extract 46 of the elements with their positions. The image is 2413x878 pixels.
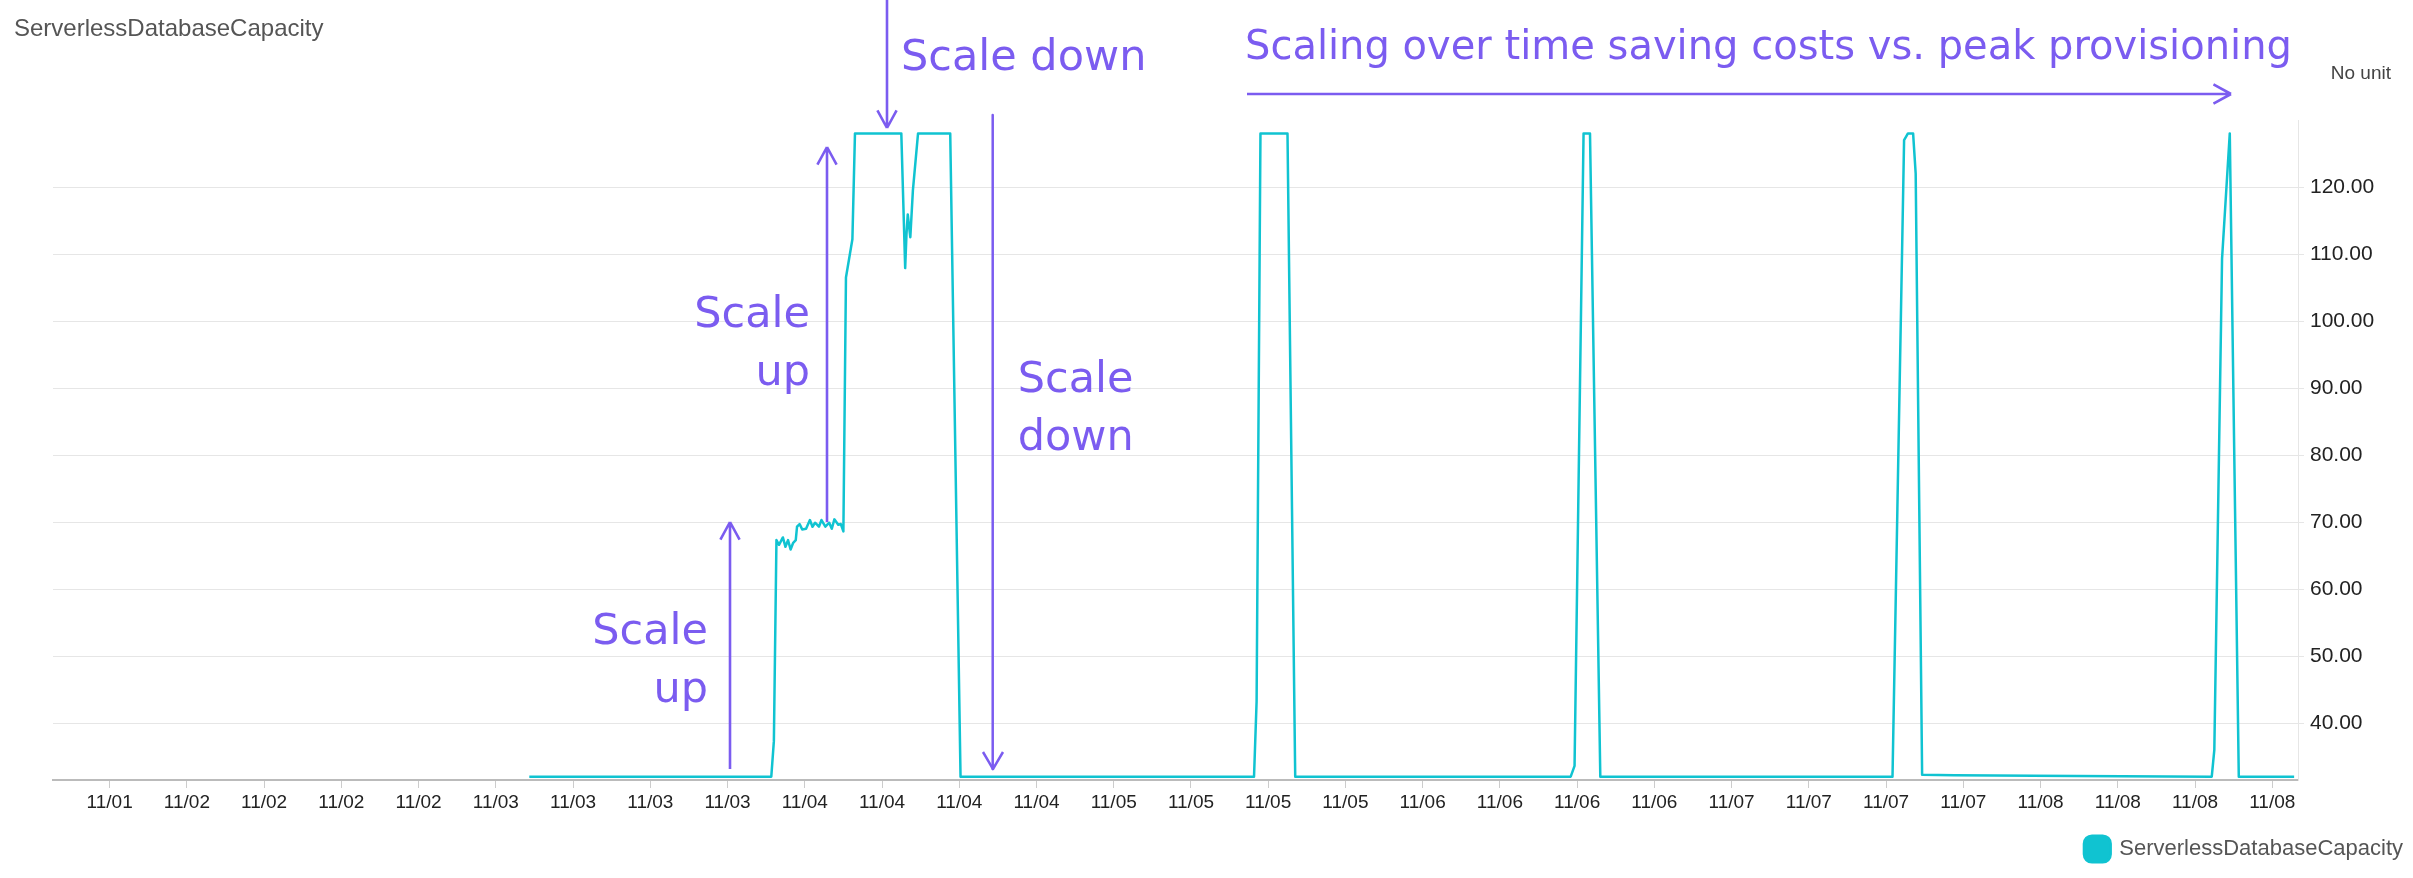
x-tick-label: 11/05 [1167,790,1215,812]
annotation: Scale up [694,286,810,397]
x-tick-label: 11/01 [86,790,133,812]
x-tick-label: 11/03 [704,790,751,812]
x-tick-label: 11/02 [395,790,442,812]
y-tick-label: 70.00 [2310,508,2363,532]
text: Scaling over time saving costs vs. peak provisioning [1245,21,2292,70]
y-tick-label: 80.00 [2310,441,2363,465]
y-tick-label: 90.00 [2310,374,2363,398]
x-tick-label: 11/08 [2094,790,2141,812]
y-tick-label: 100.00 [2310,307,2375,331]
x-tick-label: 11/05 [1245,790,1292,812]
x-tick-label: 11/07 [1940,790,1987,812]
y-tick-label: 60.00 [2310,575,2363,599]
y-axis-title: No unit [2330,62,2391,84]
y-tick-label: 50.00 [2310,642,2363,666]
x-tick-label: 11/04 [936,790,983,812]
x-tick-label: 11/05 [1090,790,1137,812]
x-tick-label: 11/03 [472,790,519,812]
annotation: Scale up [592,603,708,714]
x-tick-label: 11/06 [1399,790,1446,812]
y-tick-label: 110.00 [2310,240,2373,264]
x-tick-label: 11/03 [549,790,597,812]
x-tick-label: 11/06 [1476,790,1523,812]
chart-title: ServerlessDatabaseCapacity [14,14,324,42]
x-tick-label: 11/07 [1785,790,1832,812]
x-tick-label: 11/07 [1708,790,1755,812]
x-tick-label: 11/05 [1322,790,1369,812]
x-tick-label: 11/04 [1013,790,1060,812]
x-tick-label: 11/06 [1631,790,1678,812]
ref-line-label: Scale down [1017,351,1134,462]
x-tick-label: 11/02 [318,790,365,812]
y-tick-label: 120.00 [2310,173,2375,197]
x-tick-label: 11/08 [2249,790,2296,812]
legend-label: ServerlessDatabaseCapacity [2119,835,2404,861]
x-tick-label: 11/04 [858,790,906,812]
y-tick-label: 40.00 [2310,709,2363,733]
x-tick-label: 11/08 [2171,790,2219,812]
x-tick-label: 11/04 [781,790,829,812]
x-tick-label: 11/07 [1863,790,1910,812]
x-tick-label: 11/02 [241,790,288,812]
x-tick-label: 11/08 [2017,790,2064,812]
x-tick-label: 11/02 [163,790,210,812]
x-tick-label: 11/06 [1554,790,1601,812]
x-tick-label: 11/03 [627,790,674,812]
text: Scale down [901,29,1147,82]
